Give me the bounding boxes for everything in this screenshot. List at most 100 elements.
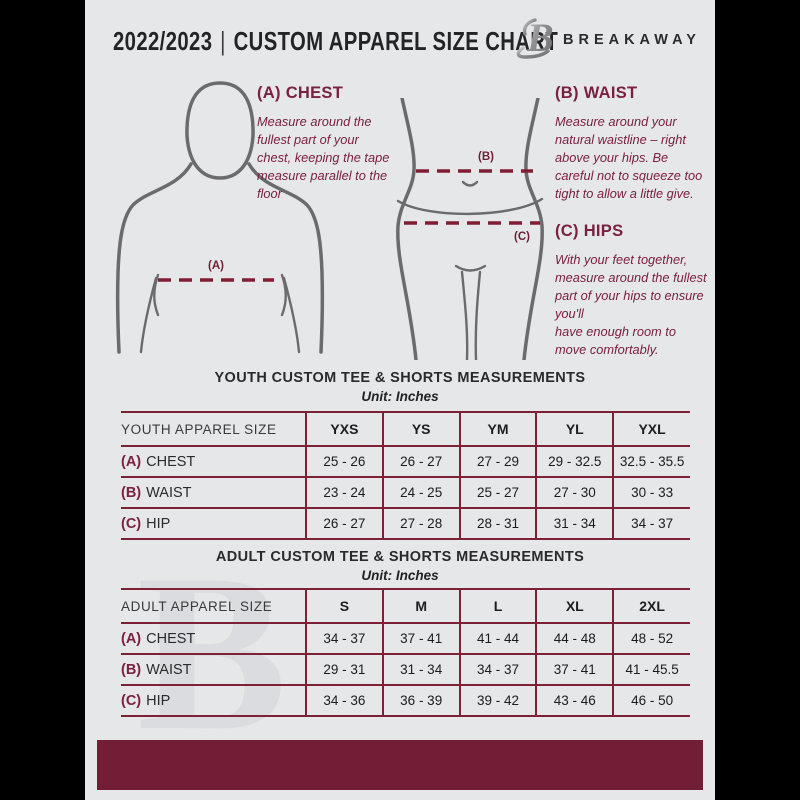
logo-swash-bottom	[516, 46, 550, 59]
measurement-cell: 29 - 31	[305, 654, 383, 685]
breakaway-logo-icon: B	[515, 14, 559, 69]
measurement-cell: 27 - 30	[535, 477, 614, 508]
figure-right-side	[522, 98, 544, 360]
figure-navel	[461, 180, 479, 187]
figure-hip-curve	[396, 197, 544, 216]
column-header-size: S	[305, 589, 383, 623]
adult-table-title: ADULT CUSTOM TEE & SHORTS MEASUREMENTS	[215, 549, 585, 565]
column-header-size: YS	[381, 412, 460, 446]
measurement-cell: 34 - 37	[458, 654, 537, 685]
measurement-cell: 26 - 27	[381, 446, 460, 477]
column-header-size: YXS	[305, 412, 383, 446]
column-header-size: M	[381, 589, 460, 623]
column-header-category: ADULT APPAREL SIZE	[121, 598, 273, 614]
hips-guide-heading: (C) HIPS	[555, 222, 624, 240]
document-page: B 2022/2023 | CUSTOM APPAREL SIZE CHART B …	[85, 0, 715, 800]
column-header-size: YXL	[612, 412, 690, 446]
measurement-cell: 30 - 33	[612, 477, 690, 508]
measurement-cell: 48 - 52	[612, 623, 690, 654]
figure-head	[185, 81, 255, 180]
measurement-cell: 27 - 29	[458, 446, 537, 477]
logo-swash-top	[522, 18, 537, 36]
row-label-text: CHEST	[146, 630, 196, 647]
figure-right-inner-leg	[474, 270, 482, 360]
hip-line-label: (C)	[514, 231, 530, 243]
figure-left-side	[396, 98, 418, 360]
table-row-waist: (B) WAIST 23 - 24 24 - 25 25 - 27 27 - 30…	[121, 477, 690, 508]
measurement-cell: 36 - 39	[381, 685, 460, 716]
row-label: (C) HIP	[121, 685, 306, 716]
row-label-text: CHEST	[146, 453, 196, 470]
row-label-prefix: (B)	[121, 661, 142, 678]
adult-size-table: ADULT APPAREL SIZE S M L XL 2XL (A) CHEST…	[121, 588, 690, 717]
chest-guide: (A) CHEST Measure around the fullest par…	[257, 84, 391, 203]
table-row-waist: (B) WAIST 29 - 31 31 - 34 34 - 37 37 - 41…	[121, 654, 690, 685]
figure-crotch-curve	[454, 264, 487, 272]
row-label-text: HIP	[146, 692, 171, 709]
row-label: (B) WAIST	[121, 477, 306, 508]
table-row-hip: (C) HIP 26 - 27 27 - 28 28 - 31 31 - 34 3…	[121, 508, 690, 539]
table-header-row: ADULT APPAREL SIZE S M L XL 2XL	[121, 589, 690, 623]
waist-guide-text: Measure around your natural waistline – …	[555, 114, 703, 201]
row-label: (B) WAIST	[121, 654, 306, 685]
measurement-cell: 31 - 34	[381, 654, 460, 685]
waist-guide-heading: (B) WAIST	[555, 84, 638, 102]
measurement-cell: 34 - 37	[305, 623, 383, 654]
figure-right-shoulder-arm	[247, 162, 325, 354]
row-label-prefix: (A)	[121, 630, 142, 647]
measurement-cell: 32.5 - 35.5	[612, 446, 690, 477]
column-header-size: 2XL	[612, 589, 690, 623]
brand-name: BREAKAWAY	[563, 32, 701, 48]
season-year: 2022/2023	[113, 26, 213, 56]
row-label-text: HIP	[146, 515, 171, 532]
table-row-hip: (C) HIP 34 - 36 36 - 39 39 - 42 43 - 46 4…	[121, 685, 690, 716]
measurement-cell: 25 - 26	[305, 446, 383, 477]
row-label-prefix: (C)	[121, 515, 142, 532]
measurement-cell: 27 - 28	[381, 508, 460, 539]
measurement-cell: 39 - 42	[458, 685, 537, 716]
measurement-cell: 41 - 45.5	[612, 654, 690, 685]
column-header-size: YL	[535, 412, 614, 446]
row-label: (C) HIP	[121, 508, 306, 539]
table-header-row: YOUTH APPAREL SIZE YXS YS YM YL YXL	[121, 412, 690, 446]
measurement-cell: 29 - 32.5	[535, 446, 614, 477]
page-title: 2022/2023 | CUSTOM APPAREL SIZE CHART	[113, 26, 558, 57]
row-label-prefix: (B)	[121, 484, 142, 501]
table-row-chest: (A) CHEST 25 - 26 26 - 27 27 - 29 29 - 32…	[121, 446, 690, 477]
measurement-cell: 24 - 25	[381, 477, 460, 508]
upper-body-figure: (A)	[115, 81, 325, 354]
column-header-size: XL	[535, 589, 614, 623]
figure-left-inner-leg	[460, 270, 469, 360]
measurement-cell: 44 - 48	[535, 623, 614, 654]
title-divider: |	[220, 26, 226, 56]
chest-line-label: (A)	[208, 260, 224, 272]
column-header-category: YOUTH APPAREL SIZE	[121, 421, 277, 437]
measurement-cell: 46 - 50	[612, 685, 690, 716]
row-label-prefix: (A)	[121, 453, 142, 470]
figure-left-shoulder-arm	[115, 162, 193, 354]
measurement-cell: 26 - 27	[305, 508, 383, 539]
measurement-cell: 41 - 44	[458, 623, 537, 654]
footer-accent-bar	[97, 740, 703, 790]
waist-line-label: (B)	[478, 151, 494, 163]
waist-guide: (B) WAIST Measure around your natural wa…	[555, 84, 709, 203]
chart-title: CUSTOM APPAREL SIZE CHART	[233, 26, 559, 56]
chest-guide-text: Measure around the fullest part of your …	[257, 114, 390, 201]
youth-table-unit: Unit: Inches	[361, 389, 439, 404]
measurement-cell: 23 - 24	[305, 477, 383, 508]
brand-watermark-letter: B	[137, 527, 288, 777]
row-label-text: WAIST	[146, 484, 192, 501]
lower-body-figure: (B) (C)	[396, 98, 544, 360]
hips-guide: (C) HIPS With your feet together, measur…	[555, 222, 709, 358]
measurement-cell: 25 - 27	[458, 477, 537, 508]
row-label-text: WAIST	[146, 661, 192, 678]
hips-guide-text: With your feet together, measure around …	[555, 252, 707, 357]
row-label: (A) CHEST	[121, 623, 306, 654]
measurement-cell: 43 - 46	[535, 685, 614, 716]
measurement-cell: 37 - 41	[535, 654, 614, 685]
row-label: (A) CHEST	[121, 446, 306, 477]
row-label-prefix: (C)	[121, 692, 142, 709]
adult-table-unit: Unit: Inches	[361, 568, 439, 583]
figure-left-inner-arm	[139, 276, 158, 354]
